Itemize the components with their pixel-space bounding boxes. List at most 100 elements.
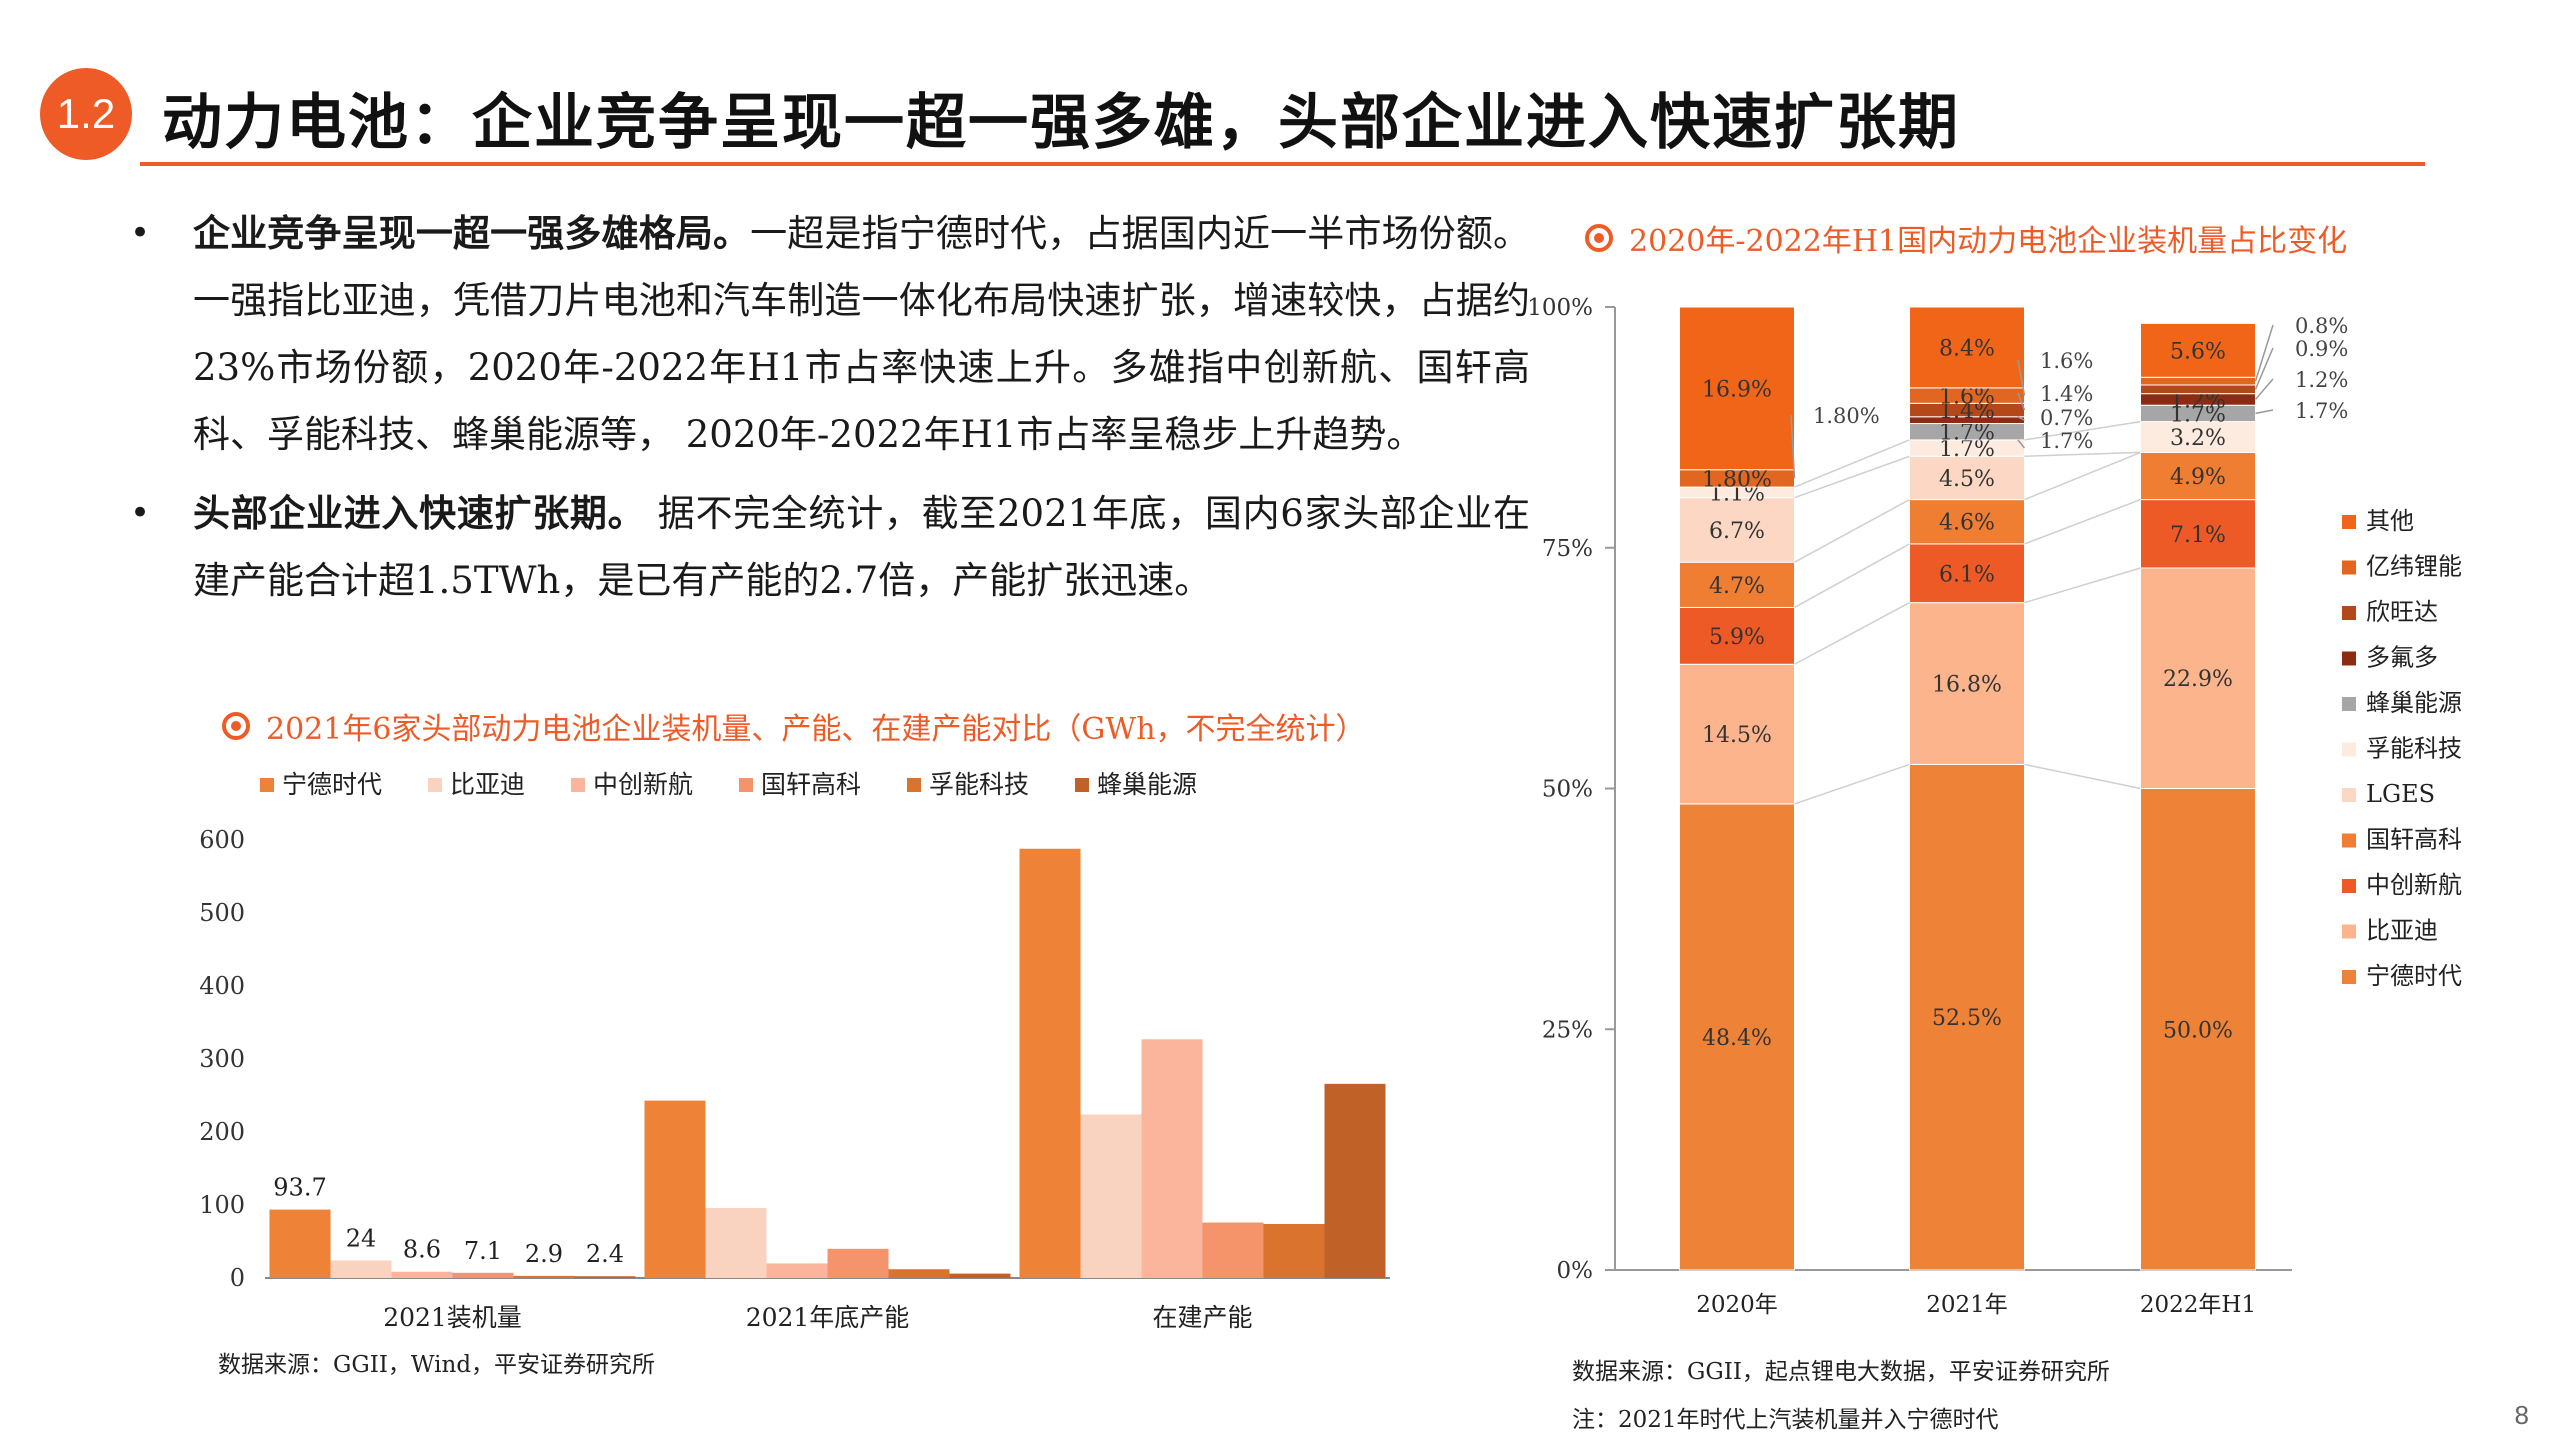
stack-segment [1679, 606, 1795, 665]
bar [1263, 1223, 1325, 1278]
bullet-dot: • [130, 213, 151, 253]
x-tick-label: 2021年底产能 [746, 1303, 910, 1332]
connector-line [1794, 498, 1910, 563]
segment-label: 48.4% [1702, 1026, 1772, 1051]
connector-line [1794, 763, 1910, 805]
stack-segment [2140, 376, 2256, 386]
left-chart-title: 2021年6家头部动力电池企业装机量、产能、在建产能对比（GWh，不完全统计） [222, 704, 1366, 748]
title-underline [140, 162, 2425, 166]
target-icon [1585, 224, 1613, 252]
x-tick-label: 2021装机量 [383, 1303, 522, 1332]
leader-line [2017, 359, 2026, 396]
y-tick-label: 75% [1542, 536, 1593, 562]
installation-capacity-chart: 宁德时代 比亚迪 中创新航 国轩高科 孚能科技 蜂巢能源 0 100 200 300 400 500 6… [199, 770, 1390, 1332]
leader-line [2254, 378, 2274, 400]
segment-label: 5.9% [1709, 625, 1765, 650]
bar [330, 1260, 392, 1278]
legend-label: LGES [2366, 780, 2435, 808]
leader-line [2254, 324, 2274, 382]
leader-line [2254, 347, 2274, 390]
segment-label: 6.7% [1709, 519, 1765, 544]
segment-label: 1.80% [1702, 467, 1772, 492]
leader-line [2017, 416, 2025, 421]
segment-label: 5.6% [2170, 339, 2226, 364]
leader-line [1790, 414, 1796, 479]
legend-swatch [907, 778, 921, 792]
bar [644, 1100, 706, 1278]
legend-label: 国轩高科 [2366, 826, 2462, 854]
legend-swatch [2342, 606, 2356, 620]
connector-line [1794, 439, 1910, 488]
stack-segment [2140, 788, 2256, 1271]
legend-label: 中创新航 [2366, 871, 2462, 899]
leader-label: 0.7% [2040, 406, 2093, 430]
stack-segment [2140, 451, 2256, 501]
legend-swatch [739, 778, 753, 792]
bullet-item-2: • 头部企业进入快速扩张期。 据不完全统计，截至2021年底，国内6家头部企业在建… [130, 480, 1530, 614]
legend-swatch [2342, 879, 2356, 893]
bullet-dot: • [130, 493, 151, 533]
segment-label: 1.6% [1939, 385, 1995, 410]
data-label: 2.9 [525, 1240, 563, 1268]
legend-swatch [2342, 515, 2356, 529]
bar [1080, 1114, 1142, 1278]
bar [949, 1273, 1011, 1278]
segment-label: 52.5% [1932, 1006, 2002, 1031]
connector-line [2024, 451, 2141, 501]
segment-label: 50.0% [2163, 1018, 2233, 1043]
bar [1324, 1083, 1386, 1278]
right-chart-title: 2020年-2022年H1国内动力电池企业装机量占比变化 [1585, 216, 2347, 260]
bullet-item-1: • 企业竞争呈现一超一强多雄格局。一超是指宁德时代，占据国内近一半市场份额。一强指… [130, 200, 1530, 468]
y-tick-label: 0% [1557, 1258, 1594, 1284]
segment-label: 22.9% [2163, 667, 2233, 692]
y-tick-label: 200 [199, 1118, 245, 1146]
connector-line [2024, 451, 2141, 458]
segment-label: 6.1% [1939, 562, 1995, 587]
right-chart-title-text: 2020年-2022年H1国内动力电池企业装机量占比变化 [1629, 224, 2348, 259]
leader-label: 0.8% [2295, 314, 2348, 338]
stack-segment [1909, 543, 2025, 604]
page-number: 8 [2514, 1400, 2529, 1430]
y-tick-label: 0 [230, 1264, 245, 1292]
bar [1141, 1039, 1203, 1278]
leader-label: 1.7% [2040, 429, 2093, 453]
segment-label: 14.5% [1702, 723, 1772, 748]
legend-swatch [428, 778, 442, 792]
y-tick-label: 500 [199, 899, 245, 927]
bullet-heading: 头部企业进入快速扩张期。 [193, 491, 646, 535]
y-tick-label: 400 [199, 972, 245, 1000]
y-tick-label: 50% [1542, 777, 1593, 803]
segment-label: 4.9% [2170, 465, 2226, 490]
data-label: 24 [346, 1224, 377, 1252]
stack-segment [1679, 561, 1795, 608]
segment-label: 3.2% [2170, 426, 2226, 451]
legend-swatch [571, 778, 585, 792]
y-tick-label: 100% [1527, 295, 1593, 321]
target-icon [222, 712, 250, 740]
bar [452, 1272, 514, 1278]
bar [888, 1269, 950, 1278]
leader-label: 1.7% [2295, 399, 2348, 423]
leader-label: 1.4% [2040, 382, 2093, 406]
legend-swatch [2342, 833, 2356, 848]
segment-label: 4.7% [1709, 574, 1765, 599]
legend-label: 亿纬锂能 [2366, 553, 2462, 581]
segment-label: 16.8% [1932, 673, 2002, 698]
bar [574, 1276, 636, 1278]
legend-label: 欣旺达 [2366, 598, 2438, 626]
connector-line [2024, 498, 2141, 545]
y-tick-label: 100 [199, 1191, 245, 1219]
page-title: 动力电池：企业竞争呈现一超一强多雄，头部企业进入快速扩张期 [162, 88, 1960, 158]
stack-segment [1679, 803, 1795, 1271]
bullet-text: 一超是指宁德时代，占据国内近一半市场份额。一强指比亚迪，凭借刀片电池和汽车制造一… [193, 212, 1531, 456]
data-label: 8.6 [403, 1236, 441, 1264]
segment-label: 4.6% [1939, 511, 1995, 536]
bar [391, 1271, 453, 1278]
segment-label: 16.9% [1702, 377, 1772, 402]
legend-swatch [2342, 651, 2356, 666]
legend-swatch [260, 778, 274, 792]
bullet-text: 据不完全统计，截至2021年底，国内6家头部企业在建产能合计超1.5TWh，是已… [193, 492, 1531, 602]
bar [513, 1275, 575, 1278]
connector-line [2024, 420, 2141, 441]
stack-segment [1679, 497, 1795, 563]
